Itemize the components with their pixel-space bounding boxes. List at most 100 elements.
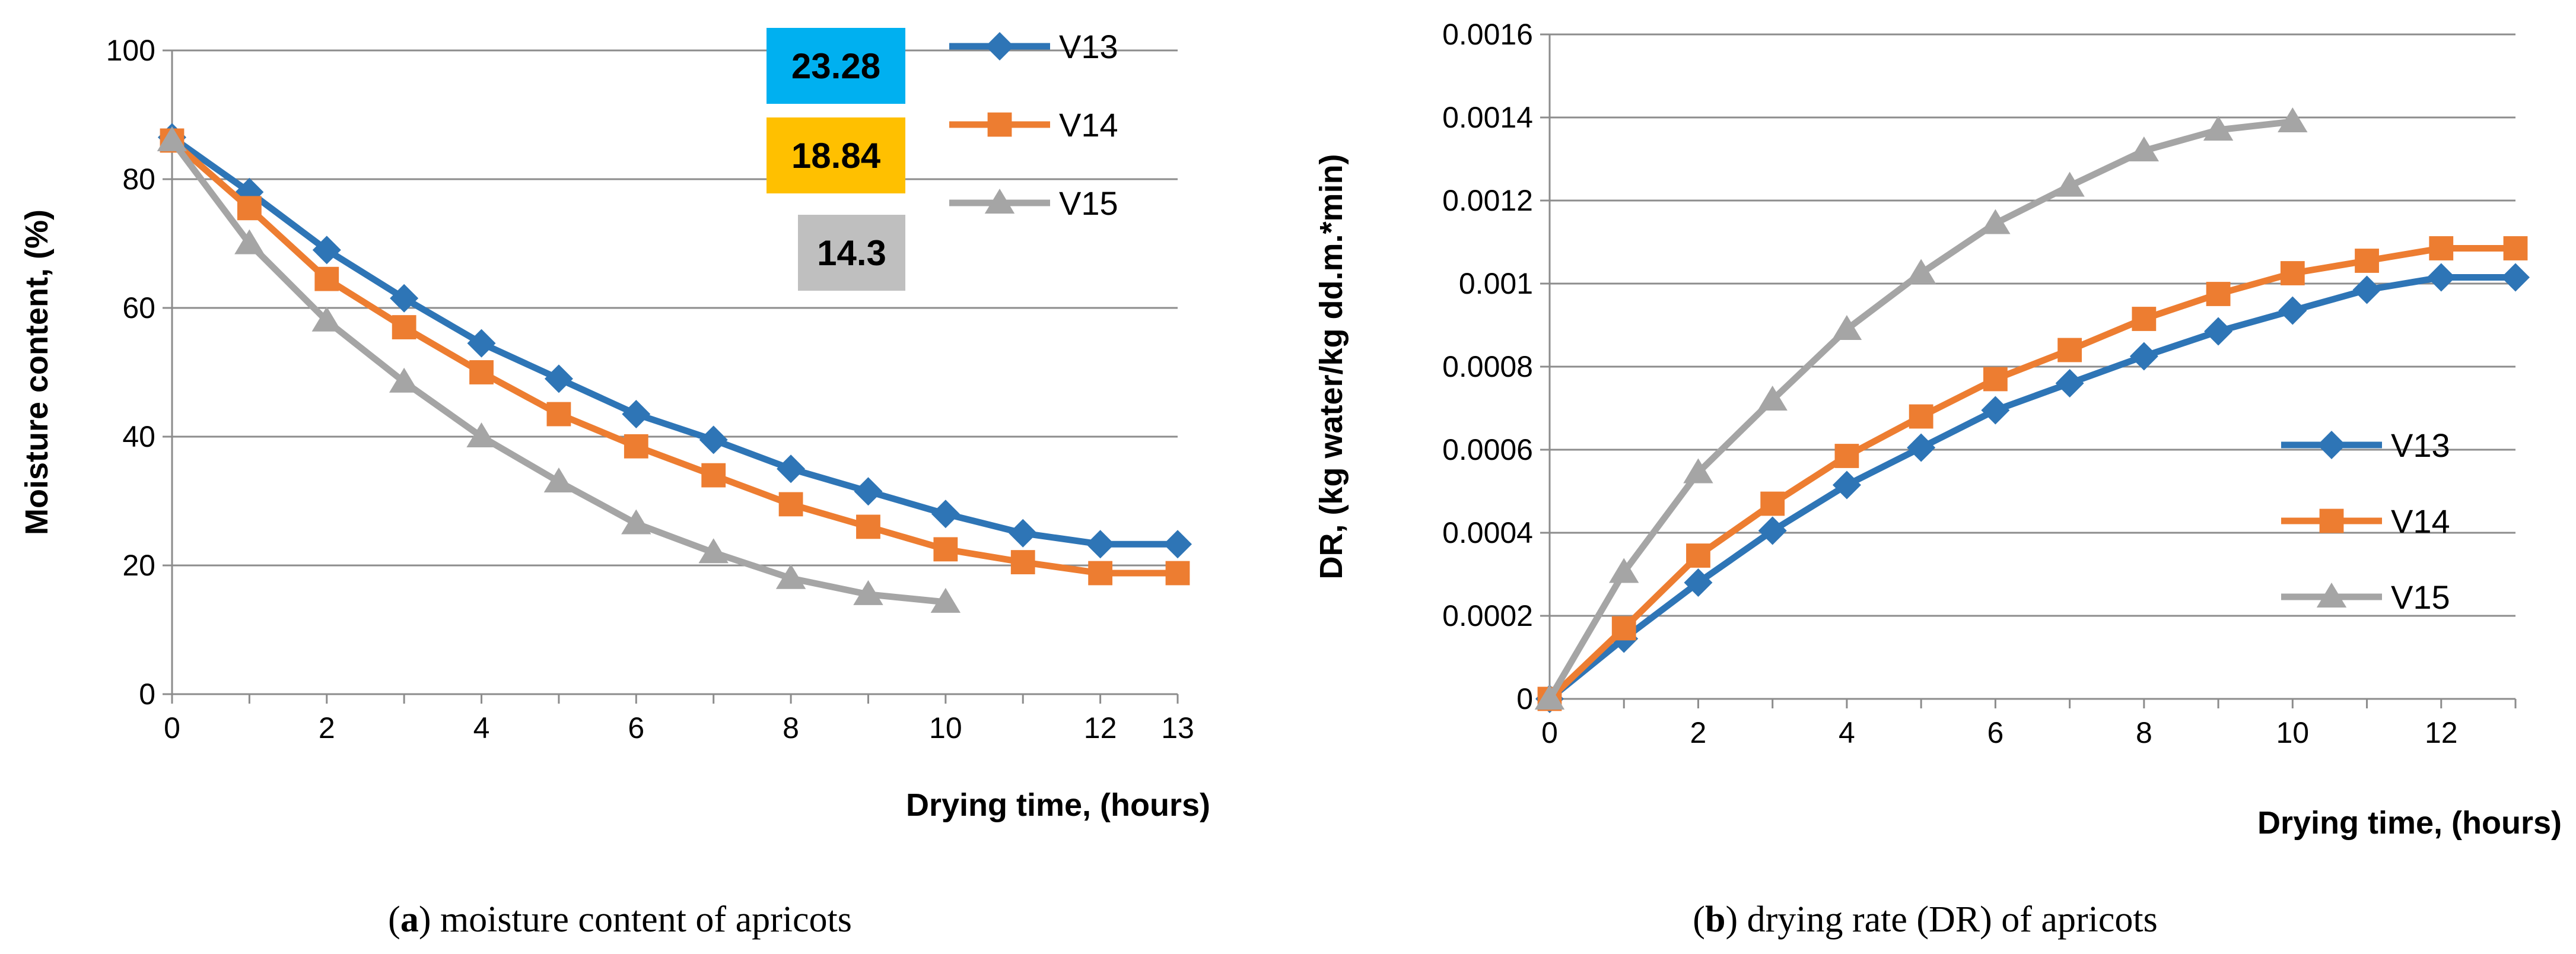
caption-b: (b) drying rate (DR) of apricots (1693, 899, 2157, 940)
data-point-v15 (466, 422, 497, 447)
data-point-v13 (390, 284, 419, 313)
data-point-v13 (1163, 530, 1192, 559)
y-axis-title: Moisture content, (%) (19, 209, 55, 535)
x-tick-label: 10 (929, 711, 962, 745)
data-point-v13 (2055, 369, 2084, 398)
data-point-v15 (389, 367, 419, 393)
x-tick-label: 6 (1987, 716, 2003, 749)
value-badge-label: 23.28 (791, 46, 880, 86)
legend-marker-v14 (987, 112, 1012, 137)
data-point-v13 (467, 329, 496, 358)
series-line-v14 (170, 138, 1178, 577)
data-point-v14 (392, 315, 416, 339)
y-tick-label: 0.0006 (1442, 433, 1533, 466)
value-badge-box (798, 215, 905, 291)
data-point-v14 (933, 537, 958, 562)
data-point-v14 (1834, 444, 1859, 468)
y-tick-label: 0.0008 (1442, 350, 1533, 383)
y-tick-label: 0.0012 (1442, 184, 1533, 217)
data-point-v14 (2280, 261, 2305, 285)
data-point-v15 (234, 229, 265, 255)
x-axis-title: Drying time, (hours) (2257, 805, 2562, 841)
data-point-v13 (2501, 263, 2530, 292)
legend-label-v13: V13 (2391, 427, 2450, 464)
data-point-v14 (2132, 307, 2157, 331)
data-point-v13 (312, 236, 341, 265)
data-point-v13 (854, 477, 883, 506)
data-point-v15 (1831, 315, 1862, 340)
data-point-v13 (1086, 530, 1115, 559)
caption-a: (a) moisture content of apricots (388, 899, 852, 940)
data-point-v13 (1907, 433, 1936, 462)
data-point-v14 (546, 402, 571, 427)
y-tick-label: 0.0002 (1442, 599, 1533, 632)
x-tick-label: 0 (1541, 716, 1558, 749)
data-point-v15 (1609, 558, 1639, 583)
x-tick-label: 2 (1690, 716, 1707, 749)
data-point-v15 (2055, 171, 2085, 197)
data-point-v14 (1760, 491, 1785, 516)
data-point-v15 (1906, 259, 1936, 284)
legend-label-v15: V15 (1059, 185, 1118, 222)
data-point-v15 (1757, 386, 1788, 411)
x-tick-label: 10 (2276, 716, 2309, 749)
legend-marker-v15 (2316, 583, 2347, 608)
data-point-v14 (237, 196, 262, 221)
data-point-v13 (931, 500, 960, 529)
data-point-v13 (622, 400, 651, 429)
x-tick-label: 8 (783, 711, 799, 745)
series-line-v13 (1547, 274, 2515, 702)
data-point-v15 (621, 509, 651, 535)
data-point-v14 (1010, 550, 1035, 574)
data-point-v14 (624, 434, 648, 459)
data-point-v14 (2206, 282, 2231, 306)
y-tick-label: 0.001 (1459, 267, 1533, 300)
data-point-v15 (311, 306, 342, 332)
data-point-v14 (2057, 338, 2082, 362)
data-point-v13 (1981, 396, 2010, 425)
x-tick-label: 0 (164, 711, 180, 745)
legend-label-v14: V14 (1059, 106, 1118, 144)
legend-label-v13: V13 (1059, 28, 1118, 65)
value-badge-box (767, 117, 905, 193)
series-line-v14 (1547, 245, 2515, 701)
y-tick-label: 60 (122, 291, 155, 325)
legend-marker-v13 (985, 32, 1014, 61)
chart-b-drying-rate: 0 0.0002 0.0004 0.0006 0.0008 0.001 0.0012 0.00… (1314, 18, 2562, 841)
x-tick-label: 12 (1084, 711, 1117, 745)
x-tick-label: 8 (2136, 716, 2152, 749)
data-point-v13 (2278, 296, 2307, 325)
data-point-v15 (853, 580, 883, 605)
data-point-v15 (1980, 209, 2011, 234)
data-point-v13 (2352, 275, 2381, 304)
x-tick-label: 12 (2425, 716, 2458, 749)
data-point-v13 (2129, 342, 2158, 371)
data-point-v14 (1611, 616, 1636, 641)
data-point-v13 (2204, 317, 2233, 346)
data-point-v13 (544, 364, 573, 393)
data-point-v14 (701, 463, 726, 488)
data-point-v14 (1686, 543, 1710, 568)
data-point-v15 (1534, 685, 1565, 710)
y-tick-label: 0.0016 (1442, 18, 1533, 51)
legend-label-v14: V14 (2391, 503, 2450, 540)
data-point-v14 (1088, 561, 1113, 586)
legend-marker-v13 (2317, 431, 2346, 459)
value-badge-label: 18.84 (791, 136, 881, 176)
x-tick-label: 2 (319, 711, 335, 745)
data-point-v15 (1683, 458, 1713, 484)
y-tick-label: 20 (122, 549, 155, 582)
data-point-v15 (543, 467, 574, 492)
value-badge-box (767, 28, 905, 104)
y-tick-label: 40 (122, 420, 155, 453)
data-point-v13 (777, 454, 806, 484)
y-tick-label: 0.0014 (1442, 101, 1533, 134)
chart-a-moisture-content: 0 20 40 60 80 100 0 2 4 6 8 10 12 13 Drying time, (hou… (19, 28, 1210, 823)
data-point-v15 (775, 564, 806, 589)
data-point-v14 (469, 360, 494, 384)
data-point-v15 (2203, 116, 2234, 141)
data-point-v13 (1832, 470, 1861, 500)
data-point-v14 (1165, 561, 1190, 586)
data-point-v13 (699, 425, 728, 454)
